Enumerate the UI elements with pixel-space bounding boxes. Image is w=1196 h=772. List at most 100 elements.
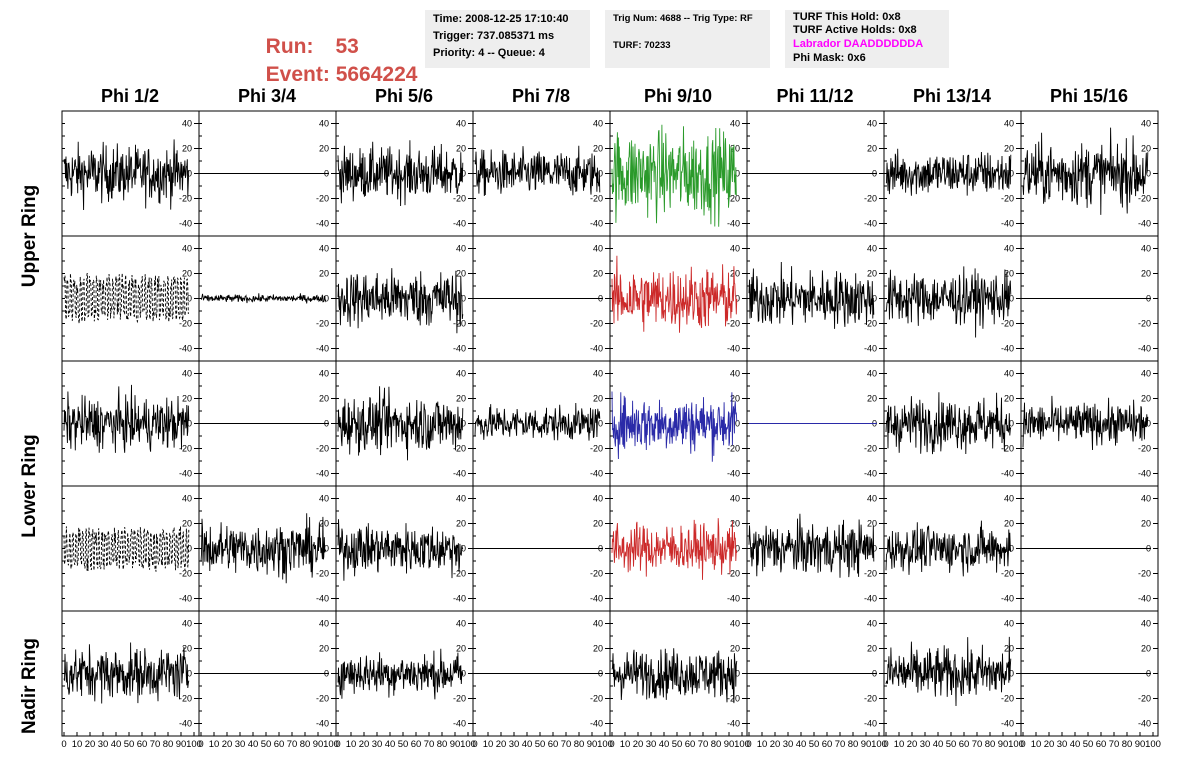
phi-header-1: Phi 1/2 [100, 86, 160, 106]
y-tick-label: 0 [1009, 669, 1014, 679]
waveform-trace [337, 519, 464, 581]
y-tick-label: -40 [316, 344, 329, 354]
y-tick-label: 40 [593, 369, 603, 379]
y-tick-label: 20 [182, 269, 192, 279]
y-tick-label: 20 [867, 394, 877, 404]
y-tick-label: -40 [316, 594, 329, 604]
run-row: Run: 53 [254, 11, 359, 59]
y-tick-label: -40 [590, 719, 603, 729]
y-tick-label: 40 [456, 369, 466, 379]
phi-header-7: Phi 13/14 [912, 86, 992, 106]
time-text: Time: 2008-12-25 17:10:40 [433, 13, 569, 25]
event-value: 5664224 [335, 63, 418, 86]
y-tick-label: -20 [590, 319, 603, 329]
y-tick-label: 40 [182, 244, 192, 254]
y-tick-label: -20 [1001, 569, 1014, 579]
y-tick-label: 0 [187, 294, 192, 304]
y-tick-label: -40 [453, 719, 466, 729]
y-tick-label: 0 [187, 169, 192, 179]
y-tick-label: 20 [593, 394, 603, 404]
y-tick-label: -20 [590, 569, 603, 579]
y-tick-label: 40 [1004, 619, 1014, 629]
turf-active-holds-text: TURF Active Holds: 0x8 [793, 24, 917, 36]
y-tick-label: 20 [456, 394, 466, 404]
x-tick-label: 30 [1057, 739, 1068, 750]
x-tick-label: 100 [460, 739, 476, 750]
y-tick-label: 40 [182, 119, 192, 129]
y-tick-label: 40 [867, 619, 877, 629]
y-tick-label: -40 [1138, 469, 1151, 479]
x-tick-label: 10 [620, 739, 631, 750]
labrador-text: Labrador DAADDDDDDA [793, 38, 924, 50]
x-tick-label: 60 [959, 739, 970, 750]
x-tick-label: 0 [609, 739, 614, 750]
x-tick-label: 50 [124, 739, 135, 750]
priority-text: Priority: 4 -- Queue: 4 [433, 47, 545, 59]
y-tick-label: 20 [1004, 269, 1014, 279]
x-tick-label: 30 [372, 739, 383, 750]
y-tick-label: 20 [319, 644, 329, 654]
y-tick-label: 0 [872, 544, 877, 554]
x-tick-label: 100 [186, 739, 202, 750]
y-tick-label: -40 [590, 469, 603, 479]
y-tick-label: 40 [456, 119, 466, 129]
x-tick-label: 10 [894, 739, 905, 750]
y-tick-label: 40 [1141, 369, 1151, 379]
y-tick-label: -40 [1138, 219, 1151, 229]
waveform-trace [63, 384, 190, 453]
y-tick-label: 20 [319, 144, 329, 154]
y-tick-label: 40 [1141, 619, 1151, 629]
y-tick-label: -20 [453, 694, 466, 704]
y-tick-label: 20 [593, 644, 603, 654]
y-tick-label: 20 [456, 644, 466, 654]
y-tick-label: -20 [453, 444, 466, 454]
y-tick-label: -40 [1138, 719, 1151, 729]
y-tick-label: 20 [867, 144, 877, 154]
y-tick-label: 0 [1009, 169, 1014, 179]
x-tick-label: 60 [548, 739, 559, 750]
y-tick-label: -20 [1001, 694, 1014, 704]
phi-header-3: Phi 5/6 [374, 86, 434, 106]
y-tick-label: -20 [727, 319, 740, 329]
y-tick-label: 0 [187, 544, 192, 554]
waveform-trace [611, 124, 737, 227]
run-value: 53 [335, 35, 359, 58]
y-tick-label: 20 [456, 144, 466, 154]
y-tick-label: -20 [316, 444, 329, 454]
waveform-trace [611, 255, 738, 333]
y-tick-label: 20 [730, 144, 740, 154]
y-tick-label: 0 [1146, 419, 1151, 429]
y-tick-label: 20 [182, 394, 192, 404]
y-tick-label: 0 [1009, 294, 1014, 304]
y-tick-label: 0 [1009, 544, 1014, 554]
x-tick-label: 60 [411, 739, 422, 750]
x-tick-label: 90 [724, 739, 735, 750]
y-tick-label: 20 [867, 519, 877, 529]
waveform-trace [337, 386, 464, 461]
waveform-trace [200, 513, 327, 584]
y-tick-label: 0 [461, 419, 466, 429]
turf-this-hold-text: TURF This Hold: 0x8 [793, 11, 901, 23]
x-tick-label: 80 [711, 739, 722, 750]
y-tick-label: 40 [182, 619, 192, 629]
event-label: Event: [265, 63, 330, 86]
y-tick-label: -40 [727, 594, 740, 604]
x-tick-label: 80 [163, 739, 174, 750]
x-tick-label: 0 [61, 739, 66, 750]
x-tick-label: 40 [796, 739, 807, 750]
x-tick-label: 60 [274, 739, 285, 750]
x-tick-label: 50 [809, 739, 820, 750]
y-tick-label: 40 [456, 494, 466, 504]
x-tick-label: 10 [209, 739, 220, 750]
y-tick-label: -40 [179, 719, 192, 729]
y-tick-label: 40 [593, 494, 603, 504]
y-tick-label: 40 [1004, 369, 1014, 379]
x-tick-label: 40 [933, 739, 944, 750]
y-tick-label: 40 [319, 619, 329, 629]
waveform-trace [474, 402, 601, 441]
x-tick-label: 70 [972, 739, 983, 750]
x-tick-label: 40 [522, 739, 533, 750]
y-tick-label: -40 [864, 219, 877, 229]
y-tick-label: -40 [590, 344, 603, 354]
